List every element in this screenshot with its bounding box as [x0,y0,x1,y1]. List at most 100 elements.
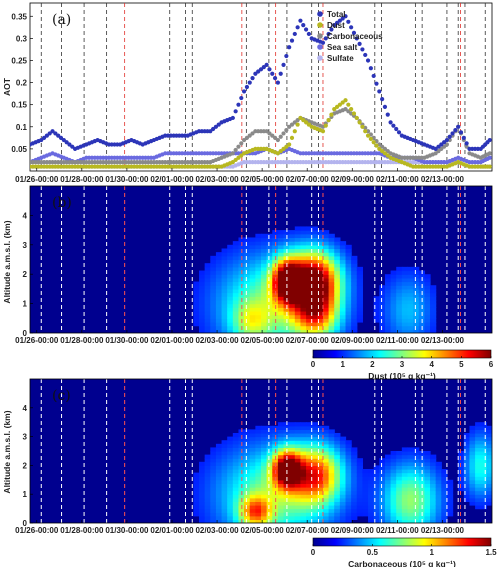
colorbar-tick-label: 1 [340,360,345,369]
heatmap-cell [238,252,245,257]
heatmap-cell [351,497,358,502]
heatmap-cell [390,512,397,517]
heatmap-cell [435,461,442,466]
heatmap-cell [294,461,302,466]
heatmap-cell [441,512,448,517]
heatmap-cell [311,472,318,477]
heatmap-cell [384,303,392,308]
heatmap-cell [351,461,358,466]
data-point-carbonaceous [292,120,297,125]
heatmap-cell [356,266,364,272]
heatmap-cell [266,505,273,510]
data-point-dust [368,136,373,142]
heatmap-cell [277,248,285,253]
colorbar-label: Carbonaceous (10⁵ g kg⁻¹) [348,559,456,567]
heatmap-cell [300,237,307,242]
data-point-carbonaceous [236,144,241,149]
heatmap-cell [401,310,409,316]
heatmap-cell [272,494,279,499]
heatmap-cell [255,458,262,463]
heatmap-cell [249,512,256,517]
heatmap-cell [227,505,234,510]
data-point-total [453,128,458,133]
data-point-carbonaceous [270,133,275,138]
heatmap-cell [300,274,307,279]
x-tick-label: 02/13-00:00 [421,175,465,184]
heatmap-cell [322,479,330,484]
heatmap-cell [294,285,302,290]
heatmap-cell [345,292,352,297]
heatmap-cell [215,285,223,290]
heatmap-cell [232,472,240,477]
colorbar-tick-label: 1 [429,548,434,557]
heatmap-cell [384,465,392,470]
heatmap-cell [322,458,330,463]
heatmap-cell [373,483,380,488]
heatmap-cell [249,454,256,459]
heatmap-cell [407,277,414,283]
heatmap-cell [227,285,234,290]
data-point-total [461,135,466,140]
heatmap-cell [294,490,302,495]
heatmap-cell [311,230,318,235]
heatmap-cell [430,314,437,319]
heatmap-cell [334,281,341,286]
heatmap-cell [311,318,318,323]
heatmap-cell [300,248,307,253]
heatmap-cell [446,501,454,506]
heatmap-cell [317,288,324,294]
heatmap-cell [475,429,482,434]
heatmap-cell [475,425,482,430]
heatmap-cell [283,281,290,286]
heatmap-cell [328,512,335,517]
heatmap-cell [373,296,380,301]
heatmap-cell [424,310,431,316]
heatmap-cell [261,237,268,242]
heatmap-cell [204,321,211,327]
heatmap-cell [210,292,217,297]
heatmap-cell [283,465,290,470]
heatmap-cell [373,465,380,470]
heatmap-cell [311,469,318,474]
heatmap-cell [424,472,431,477]
heatmap-cell [345,277,352,283]
heatmap-cell [362,508,369,513]
heatmap-cell [283,252,290,257]
heatmap-cell [199,288,206,294]
data-point-sea-salt [487,155,492,160]
heatmap-cell [283,237,290,242]
heatmap-cell [272,252,279,257]
heatmap-cell [424,461,431,466]
y-tick-label: 1 [23,490,28,499]
heatmap-cell [413,461,420,466]
heatmap-cell [289,277,296,283]
heatmap-cell [311,501,318,506]
heatmap-cell [486,465,492,470]
heatmap-cell [435,512,442,517]
heatmap-cell [311,248,318,253]
heatmap-cell [255,494,262,499]
heatmap-cell [261,451,268,456]
heatmap-cell [261,483,268,488]
heatmap-cell [339,303,347,308]
heatmap-cell [317,314,324,319]
data-point-dust [295,122,300,127]
heatmap-cell [362,472,369,477]
heatmap-cell [277,465,285,470]
heatmap-cell [227,303,234,308]
legend-label: Dust [327,21,345,30]
heatmap-cell [294,451,302,456]
heatmap-cell [345,454,352,459]
heatmap-cell [345,490,352,495]
heatmap-cell [486,483,492,488]
heatmap-cell [215,512,223,517]
heatmap-cell [486,490,492,495]
heatmap-cell [334,329,341,333]
heatmap-cell [339,461,347,466]
heatmap-cell [339,494,347,499]
heatmap-cell [244,440,251,445]
heatmap-cell [283,259,290,264]
heatmap-cell [435,465,442,470]
heatmap-cell [384,512,392,517]
heatmap-cell [249,241,256,246]
